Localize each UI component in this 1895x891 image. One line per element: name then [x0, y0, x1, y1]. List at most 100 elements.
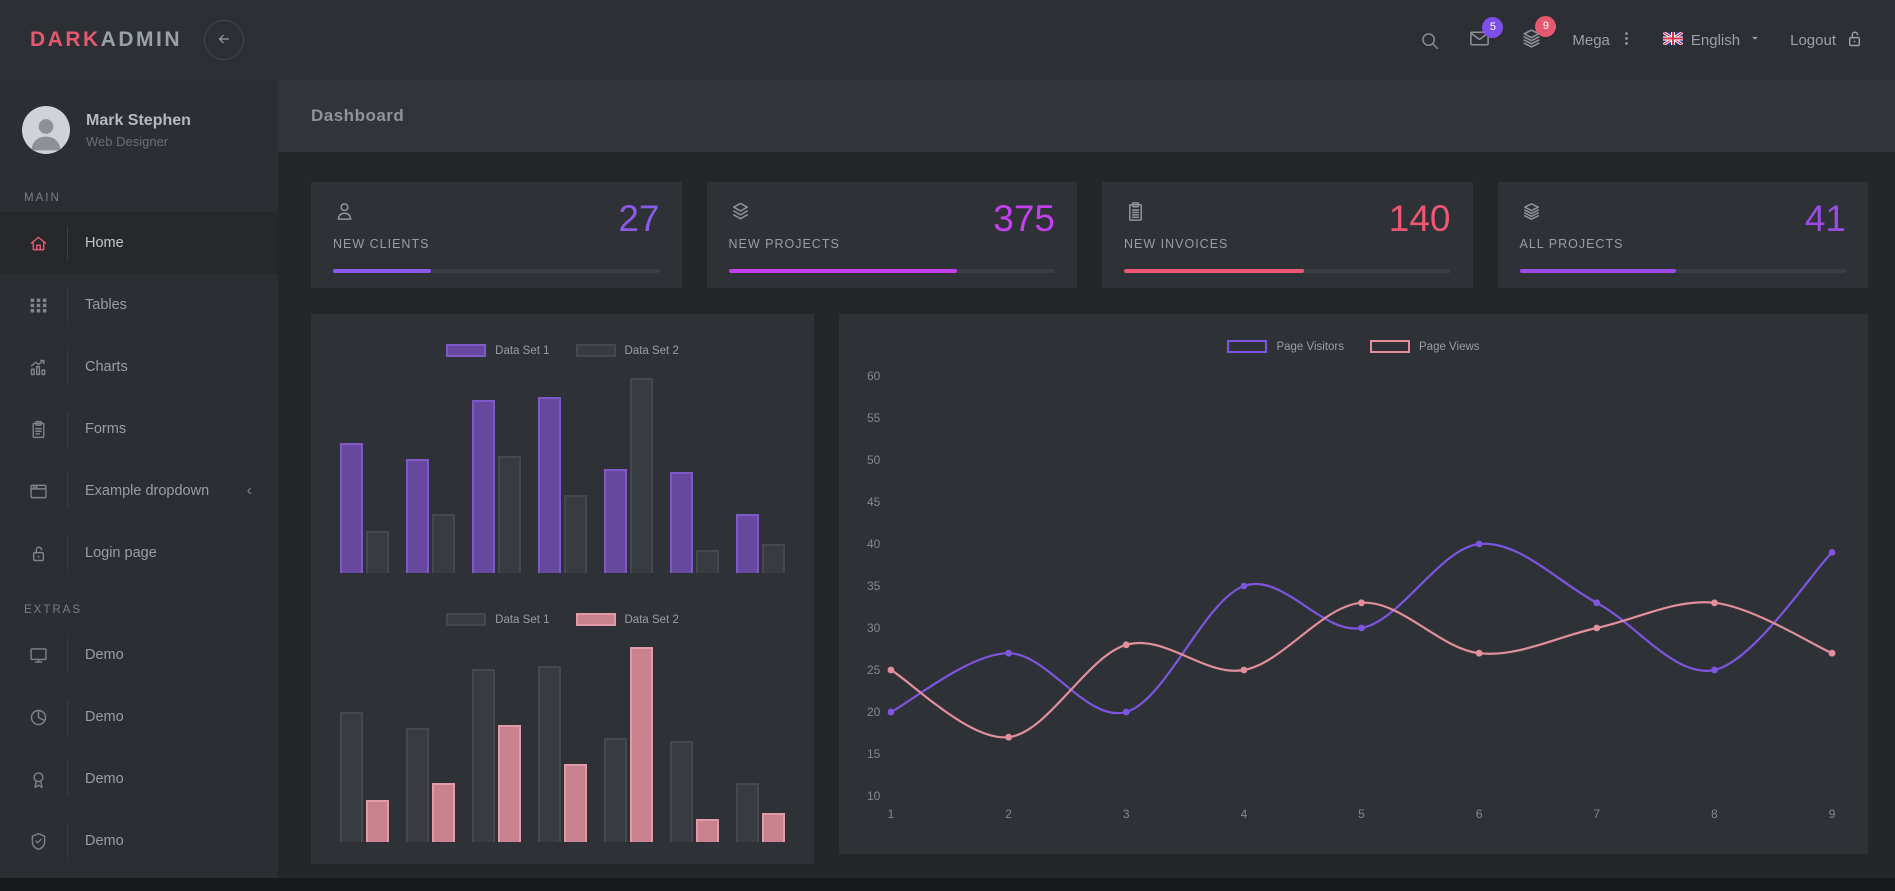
y-tick-label: 60 [867, 369, 881, 383]
bar[interactable] [472, 669, 495, 842]
legend-item-page-visitors[interactable]: Page Visitors [1227, 340, 1344, 353]
bar[interactable] [696, 550, 719, 573]
x-tick-label: 3 [1123, 807, 1130, 821]
sidebar-item-example-dropdown[interactable]: Example dropdown ‹ [0, 460, 278, 522]
stat-card-label: NEW CLIENTS [333, 237, 430, 251]
data-point [1240, 666, 1248, 674]
legend-swatch [575, 613, 616, 626]
bar[interactable] [366, 800, 389, 842]
bar[interactable] [564, 764, 587, 842]
bar[interactable] [630, 378, 653, 573]
data-point [1593, 624, 1601, 632]
sidebar-item-demo-2[interactable]: Demo [0, 748, 278, 810]
legend-item-data-set-1[interactable]: Data Set 1 [446, 344, 550, 357]
y-tick-label: 15 [867, 747, 881, 761]
data-point [887, 666, 895, 674]
bar-chart-1: Data Set 1 Data Set 2 [335, 344, 790, 573]
stat-card-label: ALL PROJECTS [1519, 237, 1624, 251]
bar-group-3 [472, 669, 521, 842]
bar[interactable] [340, 712, 363, 842]
user-profile[interactable]: Mark Stephen Web Designer [0, 80, 278, 172]
sidebar-item-login-page[interactable]: Login page [0, 522, 278, 584]
bar[interactable] [604, 469, 627, 573]
legend-swatch [1227, 340, 1268, 353]
legend-item-data-set-2[interactable]: Data Set 2 [575, 344, 679, 357]
bar[interactable] [432, 783, 455, 842]
item-divider [67, 824, 68, 858]
bar[interactable] [670, 741, 693, 842]
sidebar-item-demo-3[interactable]: Demo [0, 810, 278, 872]
sidebar-item-label: Home [85, 235, 124, 251]
bar[interactable] [406, 728, 429, 842]
home-icon [26, 233, 50, 254]
legend-item-page-views[interactable]: Page Views [1370, 340, 1480, 353]
logout-label: Logout [1790, 31, 1836, 49]
monitor-icon [26, 645, 50, 666]
bar[interactable] [670, 472, 693, 573]
stat-card-all-projects: ALL PROJECTS 41 [1497, 182, 1868, 288]
unlock-icon [1844, 28, 1865, 53]
sidebar-collapse-button[interactable] [204, 20, 244, 60]
y-tick-label: 40 [867, 537, 881, 551]
bar[interactable] [472, 400, 495, 573]
messages-button[interactable]: 5 [1468, 16, 1504, 54]
bar[interactable] [736, 783, 759, 842]
bar[interactable] [498, 456, 521, 573]
bar[interactable] [538, 397, 561, 573]
sidebar-item-demo-1[interactable]: Demo [0, 686, 278, 748]
bar[interactable] [604, 738, 627, 842]
search-icon[interactable] [1419, 30, 1440, 51]
line-chart-panel: Page Visitors Page Views 60 55 50 45 40 35 30 25 2… [839, 314, 1868, 854]
brand-logo[interactable]: DARKADMIN [30, 28, 182, 52]
shield-icon [26, 831, 50, 852]
invoice-icon [1124, 202, 1147, 227]
bar[interactable] [538, 666, 561, 842]
sidebar-item-label: Login page [85, 545, 157, 561]
sidebar-item-home[interactable]: Home [0, 212, 278, 274]
bar[interactable] [762, 544, 785, 573]
bar[interactable] [564, 495, 587, 573]
user-icon [333, 203, 356, 227]
bar-group-6 [670, 741, 719, 842]
sidebar-item-charts[interactable]: Charts [0, 336, 278, 398]
item-divider [67, 350, 68, 384]
page-header: Dashboard [278, 80, 1895, 152]
sidebar-section-label: EXTRAS [24, 604, 83, 616]
language-dropdown[interactable]: English [1662, 30, 1762, 49]
bar[interactable] [498, 725, 521, 842]
sidebar-item-tables[interactable]: Tables [0, 274, 278, 336]
sidebar-item-demo-0[interactable]: Demo [0, 624, 278, 686]
bar[interactable] [696, 819, 719, 842]
legend-item-data-set-1[interactable]: Data Set 1 [446, 613, 550, 626]
stack-icon [1520, 203, 1543, 227]
stat-card-value: 27 [618, 198, 660, 239]
y-tick-label: 45 [867, 495, 881, 509]
x-tick-label: 7 [1593, 807, 1600, 821]
avatar [22, 106, 70, 154]
notifications-button[interactable]: 9 [1519, 15, 1557, 55]
stat-card-new-invoices: NEW INVOICES 140 [1102, 182, 1473, 288]
legend-item-data-set-2[interactable]: Data Set 2 [575, 613, 679, 626]
logout-button[interactable]: Logout [1790, 28, 1865, 53]
legend-swatch [446, 613, 487, 626]
bar[interactable] [432, 514, 455, 573]
mega-menu-label: Mega [1572, 31, 1610, 49]
mega-menu-button[interactable]: Mega [1572, 30, 1635, 51]
chevron-left-icon: ‹ [246, 482, 252, 499]
data-point [1828, 549, 1836, 556]
bar-group-7 [736, 514, 785, 573]
bar[interactable] [340, 443, 363, 573]
sidebar-item-forms[interactable]: Forms [0, 398, 278, 460]
stat-progress-track [333, 269, 660, 273]
x-tick-label: 4 [1241, 807, 1248, 821]
item-divider [67, 700, 68, 734]
sidebar: Mark Stephen Web Designer MAIN Home Tables… [0, 80, 278, 878]
bar[interactable] [736, 514, 759, 573]
bars-area [335, 371, 790, 573]
bar-charts-panel: Data Set 1 Data Set 2 Data Set 1 Data Set 2 [311, 314, 814, 864]
bar[interactable] [630, 647, 653, 842]
bar[interactable] [762, 813, 785, 842]
bar[interactable] [406, 459, 429, 573]
sidebar-item-label: Tables [85, 297, 127, 313]
bar[interactable] [366, 531, 389, 573]
